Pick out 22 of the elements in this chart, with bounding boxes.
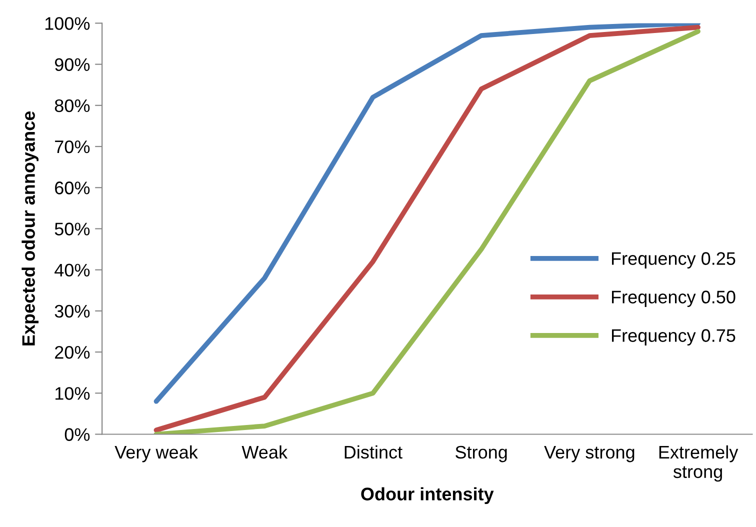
legend-label: Frequency 0.50 [612, 290, 736, 308]
y-tick-label: 0% [64, 428, 90, 441]
x-tick-label: Weak [242, 445, 288, 459]
y-tick-label: 10% [55, 387, 90, 400]
y-tick-label: 20% [55, 346, 90, 359]
y-axis-title: Expected odour annoyance [22, 111, 39, 346]
x-tick-label: Very weak [114, 445, 198, 462]
x-tick-label: Strong [456, 446, 507, 462]
y-tick-label: 50% [54, 222, 90, 236]
y-tick-label: 90% [54, 58, 90, 72]
legend-label: Frequency 0.75 [612, 329, 736, 346]
x-axis-title: Odour intensity [361, 487, 494, 504]
legend-label: Frequency 0.25 [612, 252, 736, 269]
y-tick-label: 100% [45, 17, 90, 30]
y-tick-label: 30% [54, 304, 90, 318]
y-tick-label: 80% [54, 99, 90, 112]
x-tick-label: Distinct [344, 445, 402, 459]
x-tick-label: Very strong [544, 446, 634, 462]
y-tick-label: 70% [55, 140, 90, 154]
x-tick-label: Extremely strong [659, 445, 738, 482]
y-tick-label: 40% [54, 264, 90, 277]
y-tick-label: 60% [55, 182, 90, 194]
